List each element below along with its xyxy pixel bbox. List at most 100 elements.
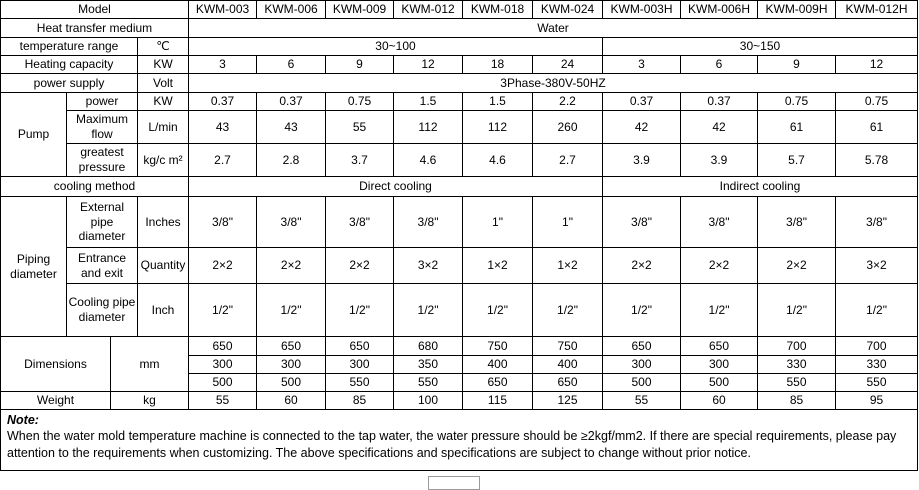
row-label-heating-capacity: Heating capacity xyxy=(0,55,138,74)
value-cell: 1/2" xyxy=(532,283,603,337)
value-cell: 750 xyxy=(462,336,533,356)
unit-cell: Inches xyxy=(137,196,189,248)
value-cell: 2.7 xyxy=(188,143,257,177)
value-cell: 650 xyxy=(462,373,533,392)
spec-table-body: Model KWM-003 KWM-006 KWM-009 KWM-012 KWM-018… xyxy=(0,0,918,410)
cropped-cell-artifact xyxy=(428,476,480,490)
value-cell: 2.2 xyxy=(532,92,603,111)
value-cell: 12 xyxy=(393,55,463,74)
value-cell: 680 xyxy=(393,336,463,356)
value-cell: 61 xyxy=(757,110,836,144)
heat-transfer-medium-value: Water xyxy=(188,18,918,38)
note-box: Note: When the water mold temperature ma… xyxy=(0,409,918,471)
table-row: Heating capacity KW 3 6 9 12 18 24 3 6 9 12 xyxy=(0,55,918,74)
unit-cell: L/min xyxy=(137,110,189,144)
value-cell: 3/8" xyxy=(757,196,836,248)
table-row: Entrance and exit Quantity 2×2 2×2 2×2 3×2 1×2… xyxy=(1,247,918,284)
value-cell: 350 xyxy=(393,355,463,374)
value-cell: 2×2 xyxy=(680,247,758,284)
table-row: Model KWM-003 KWM-006 KWM-009 KWM-012 KWM-018… xyxy=(0,0,918,19)
value-cell: 300 xyxy=(188,355,257,374)
column-header: KWM-018 xyxy=(462,0,533,19)
value-cell: 650 xyxy=(602,336,681,356)
value-cell: 300 xyxy=(680,355,758,374)
value-cell: 2×2 xyxy=(188,247,257,284)
power-supply-value: 3Phase-380V-50HZ xyxy=(188,73,918,93)
row-label-heat-transfer-medium: Heat transfer medium xyxy=(0,18,189,38)
unit-cell: Quantity xyxy=(137,247,189,284)
unit-cell: mm xyxy=(110,336,189,392)
value-cell: 6 xyxy=(256,55,326,74)
value-cell: 500 xyxy=(680,373,758,392)
row-label-power-supply: power supply xyxy=(0,73,138,93)
unit-cell: ℃ xyxy=(137,37,189,56)
value-cell: 55 xyxy=(325,110,394,144)
column-header: KWM-003 xyxy=(188,0,257,19)
value-cell: 2.8 xyxy=(256,143,326,177)
value-cell: 1/2" xyxy=(757,283,836,337)
cooling-method-direct-value: Direct cooling xyxy=(188,176,603,197)
value-cell: 2×2 xyxy=(325,247,394,284)
value-cell: 18 xyxy=(462,55,533,74)
row-label-pump: Pump xyxy=(0,92,67,177)
value-cell: 3×2 xyxy=(835,247,918,284)
temp-range-standard-value: 30~100 xyxy=(188,37,603,56)
table-row: Cooling pipe diameter Inch 1/2" 1/2" 1/2" 1/2… xyxy=(1,283,918,337)
unit-cell: kg xyxy=(110,391,189,410)
row-label-dimensions: Dimensions xyxy=(0,336,111,392)
value-cell: 3/8" xyxy=(188,196,257,248)
value-cell: 550 xyxy=(757,373,836,392)
value-cell: 55 xyxy=(602,391,681,410)
value-cell: 1" xyxy=(462,196,533,248)
value-cell: 9 xyxy=(757,55,836,74)
row-label-temperature-range: temperature range xyxy=(0,37,138,56)
value-cell: 500 xyxy=(256,373,326,392)
value-cell: 260 xyxy=(532,110,603,144)
value-cell: 3/8" xyxy=(393,196,463,248)
temp-range-high-value: 30~150 xyxy=(602,37,918,56)
value-cell: 2×2 xyxy=(757,247,836,284)
row-label-cooling-method: cooling method xyxy=(0,176,189,197)
value-cell: 700 xyxy=(835,336,918,356)
row-label-greatest-pressure: greatest pressure xyxy=(66,143,138,177)
table-row: greatest pressure kg/c m² 2.7 2.8 3.7 4.6 4.6 2… xyxy=(1,143,918,177)
column-header: KWM-006H xyxy=(680,0,758,19)
value-cell: 100 xyxy=(393,391,463,410)
value-cell: 42 xyxy=(602,110,681,144)
value-cell: 85 xyxy=(325,391,394,410)
value-cell: 3/8" xyxy=(680,196,758,248)
value-cell: 12 xyxy=(835,55,918,74)
value-cell: 3.9 xyxy=(680,143,758,177)
value-cell: 2×2 xyxy=(256,247,326,284)
value-cell: 60 xyxy=(680,391,758,410)
value-cell: 112 xyxy=(462,110,533,144)
row-label-pump-power: power xyxy=(66,92,138,111)
unit-cell: kg/c m² xyxy=(137,143,189,177)
value-cell: 0.75 xyxy=(757,92,836,111)
value-cell: 43 xyxy=(256,110,326,144)
value-cell: 24 xyxy=(532,55,603,74)
note-title: Note: xyxy=(7,413,39,427)
row-label-weight: Weight xyxy=(0,391,111,410)
value-cell: 300 xyxy=(325,355,394,374)
value-cell: 1/2" xyxy=(835,283,918,337)
value-cell: 1/2" xyxy=(256,283,326,337)
spec-table: Model KWM-003 KWM-006 KWM-009 KWM-012 KWM-018… xyxy=(0,0,918,410)
value-cell: 0.75 xyxy=(835,92,918,111)
table-row: Heat transfer medium Water xyxy=(0,18,918,38)
table-row: 500 500 550 550 650 650 500 500 550 550 xyxy=(1,373,918,392)
value-cell: 61 xyxy=(835,110,918,144)
unit-cell: KW xyxy=(137,92,189,111)
value-cell: 3/8" xyxy=(835,196,918,248)
value-cell: 6 xyxy=(680,55,758,74)
value-cell: 0.37 xyxy=(188,92,257,111)
value-cell: 3/8" xyxy=(602,196,681,248)
table-row: Weight kg 55 60 85 100 115 125 55 60 85 95 xyxy=(0,391,918,410)
value-cell: 9 xyxy=(325,55,394,74)
value-cell: 650 xyxy=(325,336,394,356)
value-cell: 3/8" xyxy=(256,196,326,248)
value-cell: 3/8" xyxy=(325,196,394,248)
table-row: temperature range ℃ 30~100 30~150 xyxy=(0,37,918,56)
value-cell: 550 xyxy=(393,373,463,392)
